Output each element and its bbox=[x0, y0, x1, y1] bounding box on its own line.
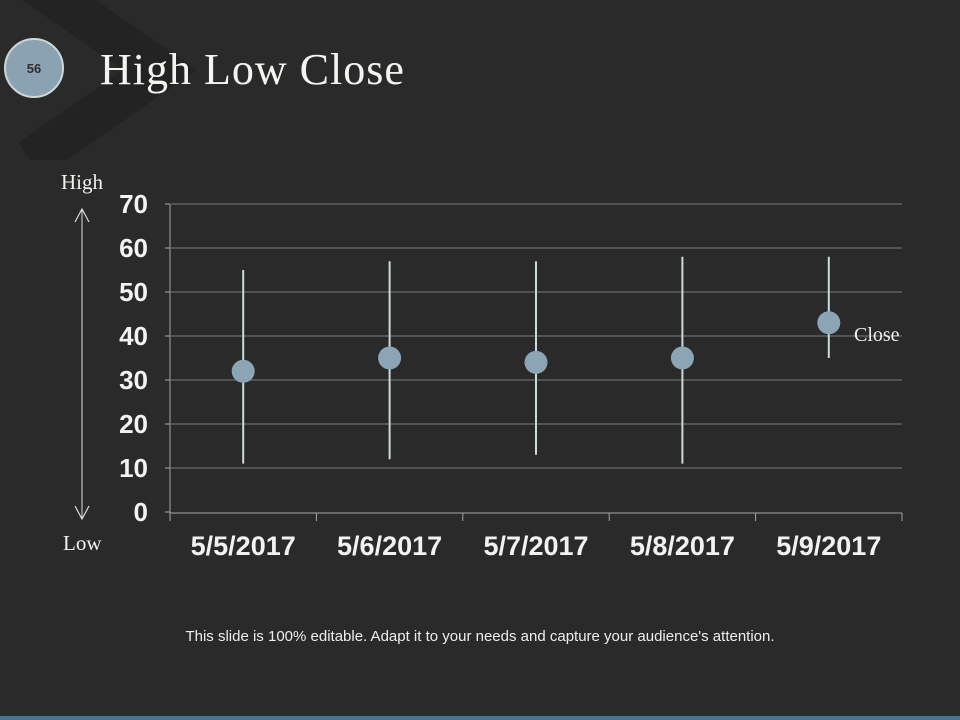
y-axis-tick-label: 20 bbox=[119, 409, 148, 439]
close-point bbox=[670, 346, 694, 370]
close-point bbox=[231, 359, 255, 383]
high-low-arrow-icon bbox=[74, 207, 90, 521]
axis-annotation-high: High bbox=[61, 170, 103, 194]
x-axis-date-label: 5/7/2017 bbox=[483, 531, 589, 561]
x-axis-date-label: 5/9/2017 bbox=[776, 531, 882, 561]
y-axis-tick-label: 30 bbox=[119, 365, 148, 395]
axis-annotation-low: Low bbox=[63, 531, 102, 555]
close-point bbox=[817, 311, 841, 335]
y-axis-tick-label: 40 bbox=[119, 321, 148, 351]
y-axis-tick-label: 10 bbox=[119, 453, 148, 483]
y-axis-tick-label: 60 bbox=[119, 233, 148, 263]
close-point bbox=[378, 346, 402, 370]
series-annotation-close: Close bbox=[854, 324, 900, 346]
y-axis-tick-label: 0 bbox=[133, 497, 148, 527]
page-number-badge: 56 bbox=[4, 38, 64, 98]
x-axis-date-label: 5/6/2017 bbox=[337, 531, 443, 561]
close-point bbox=[524, 350, 548, 374]
x-axis-date-label: 5/8/2017 bbox=[629, 531, 735, 561]
page-number: 56 bbox=[26, 60, 42, 76]
y-axis-tick-label: 50 bbox=[119, 277, 148, 307]
x-axis-date-label: 5/5/2017 bbox=[190, 531, 296, 561]
page-title: High Low Close bbox=[100, 45, 405, 94]
bottom-accent-bar bbox=[0, 716, 960, 720]
footer-note: This slide is 100% editable. Adapt it to… bbox=[185, 628, 775, 645]
y-axis-tick-label: 70 bbox=[119, 189, 148, 219]
